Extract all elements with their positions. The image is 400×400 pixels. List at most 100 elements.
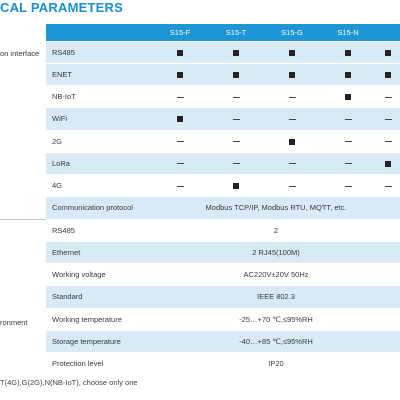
- support-cell: [320, 85, 376, 109]
- table-row: Standard IEEE 802.3: [0, 285, 400, 309]
- table-row: NB-IoT: [0, 85, 400, 109]
- table-row: Storage temperature -40…+85 ℃,≤95%RH: [0, 330, 400, 354]
- not-supported-dash-icon: [288, 185, 296, 187]
- param-value: Modbus TCP/IP, Modbus RTU, MQTT, etc.: [152, 196, 400, 220]
- not-supported-dash-icon: [384, 141, 392, 143]
- table-row: 4G: [0, 174, 400, 198]
- table-row: Ethernet 2 RJ45(100M): [0, 241, 400, 265]
- support-cell: [376, 130, 400, 153]
- supported-square-icon: [385, 49, 391, 56]
- not-supported-dash-icon: [344, 141, 352, 143]
- param-label: Working temperature: [46, 308, 152, 331]
- table-row: WiFi: [0, 107, 400, 131]
- table-row: Communication protocol Modbus TCP/IP, Mod…: [0, 196, 400, 220]
- support-cell: [376, 41, 400, 64]
- not-supported-dash-icon: [232, 163, 240, 165]
- supported-square-icon: [177, 49, 183, 56]
- param-label: Communication protocol: [46, 196, 152, 220]
- support-cell: [320, 130, 376, 153]
- header-model-f: S15-F: [152, 24, 208, 42]
- param-label: ENET: [46, 63, 152, 87]
- supported-square-icon: [345, 71, 351, 78]
- supported-square-icon: [345, 49, 351, 56]
- supported-square-icon: [385, 160, 391, 167]
- table-row: ronment RS485 2: [0, 218, 400, 375]
- support-cell: [152, 130, 208, 153]
- param-value: IP20: [152, 352, 400, 376]
- supported-square-icon: [233, 49, 239, 56]
- supported-square-icon: [385, 71, 391, 78]
- param-value: 2 RJ45(100M): [152, 241, 400, 265]
- header-model-n: S15-N: [320, 24, 376, 42]
- header-model-g: S15-G: [264, 24, 320, 42]
- header-row: S15-F S15-T S15-G S15-N: [0, 24, 400, 42]
- category-label: on interface: [0, 48, 40, 58]
- param-label: RS485: [46, 41, 152, 64]
- param-value: 2: [152, 219, 400, 242]
- support-cell: [152, 63, 208, 87]
- table-row: Working temperature -25…+70 ℃,≤95%RH: [0, 308, 400, 331]
- param-label: RS485: [46, 219, 152, 242]
- supported-square-icon: [177, 116, 183, 123]
- supported-square-icon: [233, 71, 239, 78]
- param-label: Standard: [46, 285, 152, 309]
- not-supported-dash-icon: [384, 96, 392, 98]
- param-label: Ethernet: [46, 241, 152, 265]
- table-row: 2G: [0, 130, 400, 153]
- support-cell: [376, 85, 400, 109]
- support-cell: [208, 130, 264, 153]
- category-communication: on interface: [0, 41, 46, 219]
- parameters-table: S15-F S15-T S15-G S15-N on interface RS48…: [0, 24, 400, 376]
- supported-square-icon: [233, 183, 239, 190]
- param-label: WiFi: [46, 107, 152, 131]
- not-supported-dash-icon: [232, 141, 240, 143]
- not-supported-dash-icon: [344, 163, 352, 165]
- support-cell: [320, 174, 376, 198]
- support-cell: [264, 107, 320, 131]
- support-cell: [208, 174, 264, 198]
- not-supported-dash-icon: [176, 163, 184, 165]
- support-cell: [264, 63, 320, 87]
- support-cell: [264, 152, 320, 176]
- not-supported-dash-icon: [176, 141, 184, 143]
- support-cell: [320, 41, 376, 64]
- not-supported-dash-icon: [288, 163, 296, 165]
- support-cell: [376, 63, 400, 87]
- support-cell: [208, 41, 264, 64]
- header-model-t: S15-T: [208, 24, 264, 42]
- param-label: NB-IoT: [46, 85, 152, 109]
- support-cell: [152, 152, 208, 176]
- table-row: ENET: [0, 63, 400, 87]
- support-cell: [376, 174, 400, 198]
- supported-square-icon: [345, 94, 351, 101]
- param-label: LoRa: [46, 152, 152, 176]
- footnote: T(4G),G(2G),N(NB-IoT), choose only one: [0, 378, 138, 387]
- support-cell: [208, 63, 264, 87]
- support-cell: [208, 85, 264, 109]
- param-value: -40…+85 ℃,≤95%RH: [152, 330, 400, 354]
- not-supported-dash-icon: [232, 96, 240, 98]
- support-cell: [152, 107, 208, 131]
- support-cell: [264, 85, 320, 109]
- support-cell: [152, 41, 208, 64]
- table-row: on interface RS485: [0, 41, 400, 219]
- support-cell: [208, 152, 264, 176]
- not-supported-dash-icon: [288, 96, 296, 98]
- supported-square-icon: [289, 71, 295, 78]
- support-cell: [376, 152, 400, 176]
- support-cell: [208, 107, 264, 131]
- not-supported-dash-icon: [232, 118, 240, 120]
- table-row: Protection level IP20: [0, 352, 400, 376]
- not-supported-dash-icon: [176, 96, 184, 98]
- header-blank-category: [0, 24, 46, 42]
- param-label: Storage temperature: [46, 330, 152, 354]
- support-cell: [320, 107, 376, 131]
- page-title: CAL PARAMETERS: [0, 0, 123, 15]
- not-supported-dash-icon: [288, 118, 296, 120]
- param-value: -25…+70 ℃,≤95%RH: [152, 308, 400, 331]
- param-label: Working voltage: [46, 263, 152, 287]
- table-row: Working voltage AC220V±20V 50Hz: [0, 263, 400, 287]
- support-cell: [152, 85, 208, 109]
- support-cell: [376, 107, 400, 131]
- support-cell: [264, 130, 320, 153]
